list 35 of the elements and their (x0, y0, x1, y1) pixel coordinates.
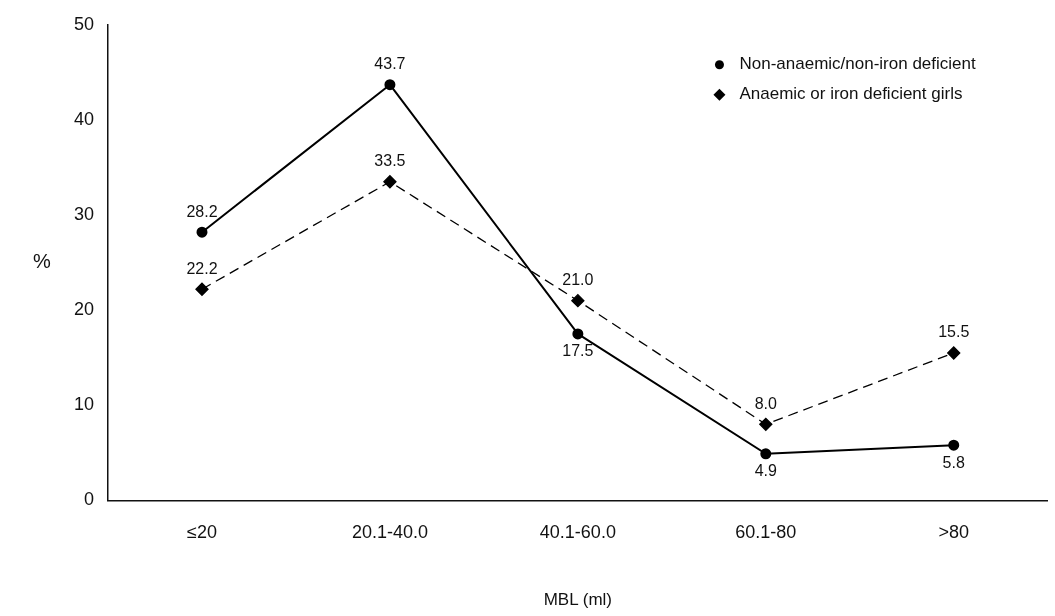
legend-label: Non-anaemic/non-iron deficient (739, 54, 976, 74)
y-axis-title: % (33, 250, 52, 273)
data-label: 43.7 (374, 55, 406, 73)
point (759, 417, 773, 431)
data-label: 28.2 (186, 202, 218, 220)
y-tick-label: 30 (73, 204, 95, 225)
y-tick-label: 40 (73, 108, 95, 129)
point (572, 328, 584, 340)
point (571, 294, 585, 308)
data-label: 17.5 (562, 342, 594, 360)
data-label: 8.0 (754, 394, 778, 412)
point (947, 346, 961, 360)
point (383, 175, 397, 189)
x-tick-label: >80 (938, 522, 970, 543)
x-tick-label: ≤20 (187, 522, 217, 543)
point (384, 79, 396, 91)
data-label: 4.9 (754, 462, 778, 480)
y-tick-label: 50 (73, 13, 95, 34)
y-tick-label: 10 (73, 394, 95, 415)
x-tick-label: 60.1-80 (735, 522, 797, 543)
x-tick-label: 40.1-60.0 (539, 522, 616, 543)
x-axis-title: MBL (ml) (543, 589, 613, 609)
x-tick-label: 20.1-40.0 (351, 522, 428, 543)
data-label: 21.0 (562, 271, 594, 289)
point (760, 448, 772, 460)
legend-label: Anaemic or iron deficient girls (739, 84, 963, 104)
y-tick-label: 0 (84, 489, 95, 510)
y-tick-label: 20 (73, 299, 95, 320)
data-label: 15.5 (938, 323, 970, 341)
point (948, 439, 960, 451)
point (196, 226, 208, 238)
data-label: 22.2 (186, 259, 218, 277)
data-label: 33.5 (374, 152, 406, 170)
data-label: 5.8 (942, 453, 965, 471)
point (195, 282, 209, 296)
